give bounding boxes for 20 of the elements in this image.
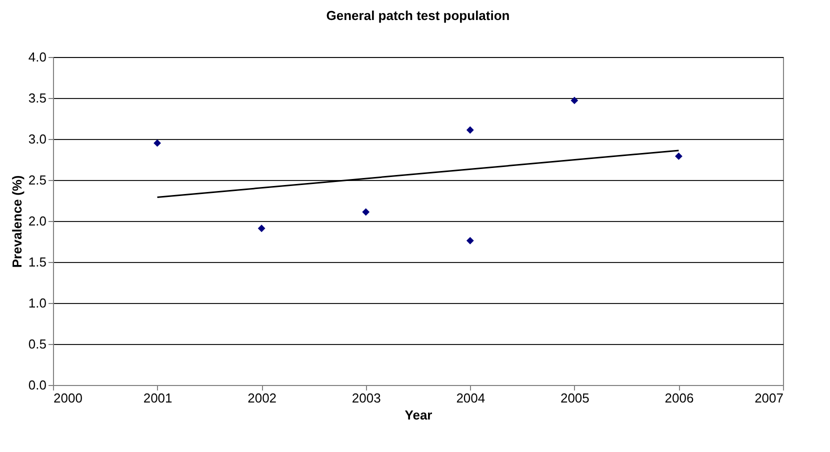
y-axis-title: Prevalence (%) (9, 175, 24, 268)
y-tick-label: 4.0 (28, 50, 46, 64)
x-tick-label: 2001 (143, 390, 172, 406)
y-tick-label: 2.5 (28, 172, 46, 188)
x-axis-title: Year (404, 408, 432, 422)
y-tick-label: 1.5 (28, 254, 46, 270)
x-tick-label: 2006 (664, 390, 694, 406)
y-tick-label: 1.0 (28, 296, 46, 310)
y-tick-label: 0.5 (28, 336, 46, 352)
x-tick-label: 2000 (54, 390, 82, 406)
x-tick-label: 2004 (456, 390, 486, 406)
x-tick-label: 2005 (560, 390, 590, 406)
y-tick-label: 2.0 (28, 214, 46, 228)
y-tick-label: 3.0 (28, 132, 46, 146)
y-tick-label: 0.0 (28, 378, 46, 392)
x-tick-label: 2003 (352, 390, 381, 406)
chart-title: General patch test population (326, 8, 510, 23)
x-tick-label: 2007 (754, 390, 784, 406)
x-tick-label: 2002 (248, 390, 277, 406)
y-tick-label: 3.5 (28, 90, 46, 106)
